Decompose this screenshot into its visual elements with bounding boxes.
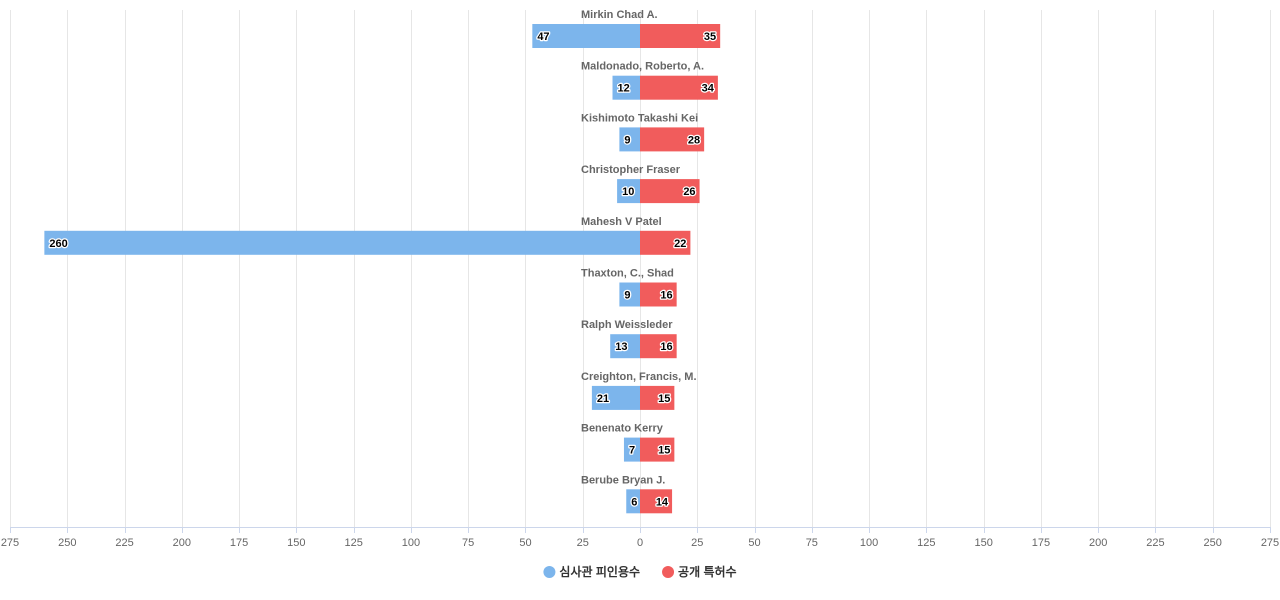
x-tick-label: 25 <box>691 537 703 549</box>
bar-left[interactable] <box>619 282 640 307</box>
category-label: Mirkin Chad A. <box>581 9 658 21</box>
data-label-left: 7 <box>629 445 635 457</box>
x-tick-label: 275 <box>1261 537 1279 549</box>
bar-right[interactable] <box>640 489 673 514</box>
data-label-left: 47 <box>537 31 549 43</box>
bar-right[interactable] <box>640 334 677 359</box>
x-tick-label: 250 <box>1204 537 1222 549</box>
bar-right[interactable] <box>640 179 700 204</box>
category-label: Mahesh V Patel <box>581 216 662 228</box>
legend[interactable]: 심사관 피인용수 공개 특허수 <box>543 564 737 579</box>
x-tick-label: 25 <box>577 537 589 549</box>
legend-label: 심사관 피인용수 <box>559 564 640 579</box>
bar-right[interactable] <box>640 127 705 152</box>
bar-left[interactable] <box>532 24 640 48</box>
data-label-left: 21 <box>597 393 609 405</box>
x-tick-label: 175 <box>1032 537 1050 549</box>
x-tick-label: 250 <box>58 537 76 549</box>
x-tick-label: 200 <box>1089 537 1107 549</box>
category-label: Berube Bryan J. <box>581 474 665 486</box>
data-label-left: 9 <box>624 134 630 146</box>
bar-left[interactable] <box>612 75 640 100</box>
bar-left[interactable] <box>617 179 640 204</box>
x-tick-label: 225 <box>115 537 133 549</box>
data-label-right: 14 <box>656 496 669 508</box>
category-label: Maldonado, Roberto, A. <box>581 61 704 73</box>
bar-left[interactable] <box>44 230 640 255</box>
x-tick-label: 0 <box>637 537 643 549</box>
data-label-left: 12 <box>618 83 630 95</box>
data-label-left: 9 <box>624 290 630 302</box>
bar-right[interactable] <box>640 75 718 100</box>
data-label-right: 15 <box>658 445 670 457</box>
bar-left[interactable] <box>626 489 640 514</box>
x-tick-label: 125 <box>344 537 362 549</box>
data-label-right: 28 <box>688 134 700 146</box>
legend-marker <box>662 566 675 578</box>
data-label-right: 22 <box>674 238 686 250</box>
bar-left[interactable] <box>619 127 640 152</box>
x-tick-label: 50 <box>748 537 760 549</box>
data-labels: 47 35 12 34 9 28 10 26 260 22 9 16 13 16 21 15 7 15 6 14 <box>48 30 717 510</box>
category-label: Thaxton, C., Shad <box>581 268 674 280</box>
data-label-left: 260 <box>49 238 67 250</box>
x-tick-label: 150 <box>287 537 305 549</box>
x-tick-label: 225 <box>1146 537 1164 549</box>
x-tick-label: 100 <box>860 537 878 549</box>
category-labels: Mirkin Chad A. Maldonado, Roberto, A. Kish… <box>581 9 704 486</box>
data-label-right: 35 <box>704 31 716 43</box>
bars <box>44 24 721 514</box>
data-label-right: 34 <box>702 83 715 95</box>
category-label: Benenato Kerry <box>581 423 664 435</box>
bar-right[interactable] <box>640 385 675 410</box>
bar-left[interactable] <box>591 385 640 410</box>
x-axis: 275 250 225 200 175 150 125 100 75 50 25 0 25 50 75 100… <box>1 527 1279 549</box>
x-tick-label: 200 <box>173 537 191 549</box>
legend-item[interactable]: 심사관 피인용수 <box>543 564 640 579</box>
x-tick-label: 75 <box>462 537 474 549</box>
x-tick-label: 100 <box>402 537 420 549</box>
bar-right[interactable] <box>640 24 721 48</box>
x-tick-label: 175 <box>230 537 248 549</box>
data-label-right: 26 <box>683 186 695 198</box>
x-tick-label: 50 <box>519 537 531 549</box>
data-label-right: 15 <box>658 393 670 405</box>
bar-right[interactable] <box>640 230 691 255</box>
x-tick-label: 150 <box>974 537 992 549</box>
bar-left[interactable] <box>610 334 640 359</box>
x-tick-label: 75 <box>806 537 818 549</box>
category-label: Christopher Fraser <box>581 164 681 176</box>
data-label-left: 10 <box>622 186 634 198</box>
data-label-left: 13 <box>615 341 627 353</box>
bar-right[interactable] <box>640 282 677 307</box>
legend-marker <box>543 566 556 578</box>
data-label-right: 16 <box>660 290 672 302</box>
legend-item[interactable]: 공개 특허수 <box>662 564 737 579</box>
category-label: Creighton, Francis, M. <box>581 371 697 383</box>
data-label-left: 6 <box>631 496 637 508</box>
category-label: Ralph Weissleder <box>581 319 673 331</box>
legend-label: 공개 특허수 <box>678 564 737 579</box>
category-label: Kishimoto Takashi Kei <box>581 112 698 124</box>
x-tick-label: 275 <box>1 537 19 549</box>
bar-right[interactable] <box>640 437 675 462</box>
data-label-right: 16 <box>660 341 672 353</box>
bar-left[interactable] <box>623 437 640 462</box>
x-tick-label: 125 <box>917 537 935 549</box>
